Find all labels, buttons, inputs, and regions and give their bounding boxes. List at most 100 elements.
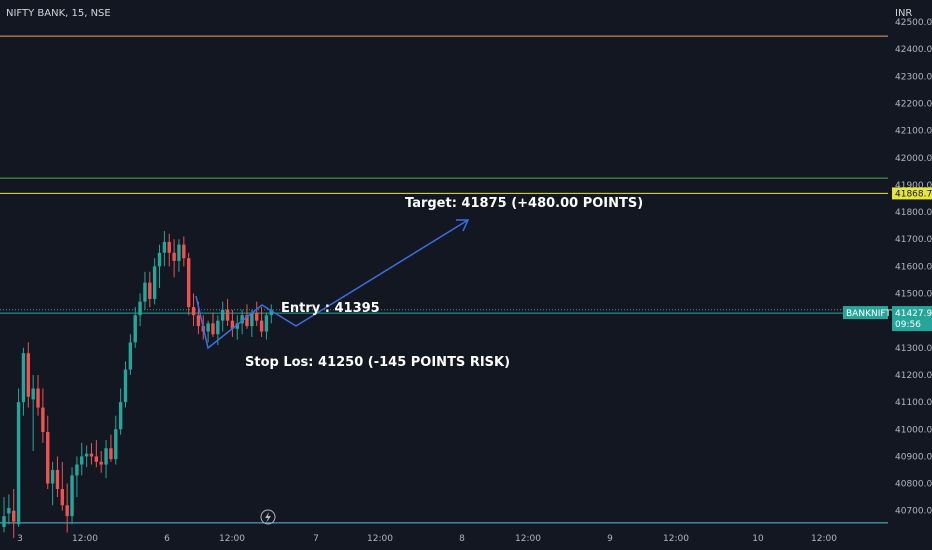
candle — [50, 461, 55, 506]
candle — [109, 434, 113, 462]
candle — [31, 374, 35, 451]
x-tick-label: 12:00 — [219, 534, 245, 544]
candle — [162, 231, 167, 267]
candle — [7, 494, 11, 525]
currency-label: INR — [895, 8, 912, 19]
candle — [89, 442, 94, 465]
x-tick-label: 10 — [752, 534, 764, 544]
candle — [206, 320, 210, 343]
time-axis[interactable]: 3 12:00 6 12:00 7 12:00 8 12:00 9 12:00 10 12:00 — [17, 534, 837, 544]
y-tick-label: 41900.00 — [895, 181, 932, 191]
y-tick-label: 42100.00 — [895, 127, 932, 137]
x-tick-label: 12:00 — [367, 534, 393, 544]
x-tick-label: 12:00 — [811, 534, 837, 544]
candle — [157, 244, 162, 289]
y-tick-label: 41800.00 — [895, 208, 932, 218]
candles — [2, 231, 273, 538]
target-price-tag — [892, 187, 932, 200]
candle — [41, 388, 45, 443]
candle — [26, 342, 30, 408]
x-tick-label: 9 — [607, 534, 613, 544]
price-axis[interactable]: 40700.00 40800.00 40900.00 41000.00 41100.00… — [895, 18, 932, 517]
candle — [182, 236, 186, 267]
x-tick-label: 12:00 — [515, 534, 541, 544]
candle — [211, 312, 215, 337]
candle — [36, 374, 40, 416]
symbol-label: BANKNIFTY — [846, 309, 897, 319]
candle-countdown: 09:56 — [895, 320, 921, 330]
y-tick-label: 41700.00 — [895, 235, 932, 245]
candle — [148, 271, 152, 308]
y-tick-label: 42300.00 — [895, 72, 932, 82]
candle — [230, 309, 235, 337]
candle — [259, 307, 264, 337]
candle — [80, 442, 84, 476]
y-tick-label: 41300.00 — [895, 344, 932, 354]
candle — [75, 456, 79, 498]
candle — [2, 497, 6, 533]
y-tick-label: 41000.00 — [895, 425, 932, 435]
candle — [255, 301, 259, 327]
candle — [104, 440, 108, 479]
candle — [152, 258, 157, 305]
y-tick-label: 41200.00 — [895, 371, 932, 381]
horizontal-levels — [0, 35, 888, 524]
target-price-label: 41868.70 — [895, 189, 932, 199]
candle — [240, 309, 244, 335]
candle — [114, 415, 118, 465]
y-tick-label: 42400.00 — [895, 45, 932, 55]
candle — [172, 239, 176, 278]
y-tick-label: 41100.00 — [895, 398, 932, 408]
candle — [177, 239, 181, 272]
candle — [84, 445, 89, 468]
candle — [191, 293, 196, 327]
candle — [123, 361, 128, 408]
y-tick-label: 42500.00 — [895, 18, 932, 28]
candle — [118, 388, 123, 435]
candle — [138, 293, 142, 327]
arrow-head-icon — [456, 219, 470, 232]
candle — [55, 456, 60, 498]
current-price-label: 41427.90 — [895, 309, 932, 319]
chart-title: NIFTY BANK, 15, NSE — [6, 8, 111, 19]
stop-loss-annotation: Stop Los: 41250 (-145 POINTS RISK) — [245, 355, 510, 370]
y-tick-label: 40700.00 — [895, 507, 932, 517]
x-tick-label: 3 — [17, 534, 23, 544]
candle — [269, 304, 273, 324]
x-tick-label: 7 — [313, 534, 319, 544]
projection-arrow[interactable] — [195, 219, 470, 350]
candle — [128, 334, 133, 375]
candle — [186, 252, 191, 316]
candle — [65, 483, 69, 533]
candle — [16, 388, 21, 527]
candle — [225, 298, 230, 327]
candle — [235, 315, 239, 340]
candle — [46, 415, 50, 489]
candle — [133, 307, 137, 348]
candle — [21, 347, 26, 416]
projection-path — [195, 219, 469, 350]
lightning-icon[interactable] — [260, 509, 276, 525]
entry-annotation: Entry : 41395 — [281, 301, 380, 316]
candle — [70, 467, 74, 525]
candle — [60, 461, 65, 511]
candle — [221, 301, 225, 332]
y-tick-label: 41600.00 — [895, 262, 932, 272]
symbol-tag — [843, 306, 888, 320]
candle — [167, 233, 171, 267]
candle — [99, 450, 103, 473]
candle — [12, 488, 16, 538]
x-tick-label: 12:00 — [663, 534, 689, 544]
x-tick-label: 8 — [459, 534, 465, 544]
x-tick-label: 12:00 — [72, 534, 98, 544]
candle — [94, 440, 99, 468]
y-tick-label: 42200.00 — [895, 99, 932, 109]
y-tick-label: 41500.00 — [895, 290, 932, 300]
y-tick-label: 42000.00 — [895, 154, 932, 164]
candle — [264, 312, 269, 340]
y-tick-label: 40800.00 — [895, 480, 932, 490]
candle — [250, 309, 254, 337]
